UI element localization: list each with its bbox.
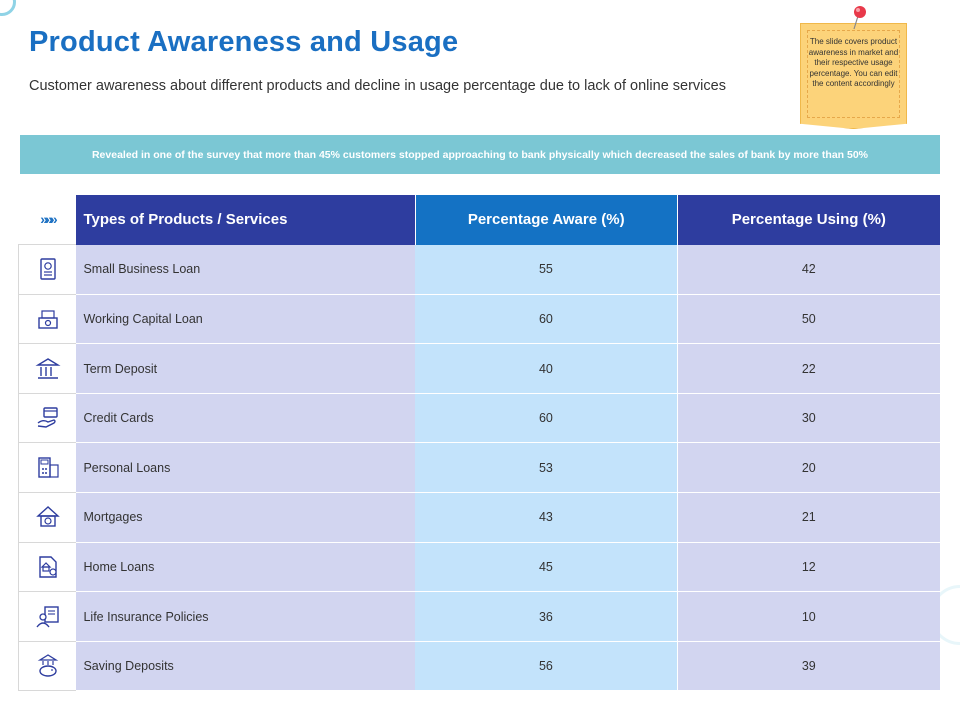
receipt-icon: [40, 258, 56, 281]
decorative-ring: [0, 0, 16, 16]
percentage-using-value: 20: [676, 442, 940, 494]
percentage-aware-value: 43: [415, 492, 678, 543]
percentage-aware-value: 55: [415, 244, 678, 295]
table-row: Home Loans 45 12: [18, 542, 940, 593]
row-icon-cell: [18, 442, 77, 494]
header-icon-cell: »»»: [18, 195, 77, 246]
percentage-aware-value: 60: [415, 294, 678, 345]
product-name: Mortgages: [76, 492, 416, 543]
hand-card-icon: [37, 407, 58, 428]
document-house-icon: [39, 556, 57, 578]
percentage-using-value: 42: [676, 244, 940, 295]
percentage-aware-value: 36: [415, 591, 678, 642]
sticky-note-border: [807, 30, 900, 118]
chevrons-right-icon: »»»: [40, 210, 57, 227]
header-products: Types of Products / Services: [76, 195, 416, 245]
house-coin-icon: [35, 506, 60, 528]
table-row: Credit Cards 60 30: [18, 393, 940, 444]
row-icon-cell: [18, 294, 77, 345]
percentage-aware-value: 56: [415, 641, 678, 692]
survey-banner-text: Revealed in one of the survey that more …: [91, 149, 869, 161]
sticky-note: The slide covers product awareness in ma…: [800, 23, 907, 129]
table-row: Life Insurance Policies 36 10: [18, 591, 940, 642]
percentage-using-value: 10: [676, 591, 940, 642]
table-row: Working Capital Loan 60 50: [18, 294, 940, 345]
table-row: Small Business Loan 55 42: [18, 244, 940, 295]
table-body: Small Business Loan 55 42 Working Capital L…: [18, 244, 940, 692]
sticky-note-text: The slide covers product awareness in ma…: [808, 37, 899, 88]
calculator-icon: [38, 457, 59, 478]
bank-icon: [35, 357, 61, 379]
table-row: Personal Loans 53 20: [18, 442, 940, 494]
percentage-using-value: 39: [676, 641, 940, 692]
row-icon-cell: [18, 591, 77, 642]
page-title: Product Awareness and Usage: [29, 26, 459, 58]
product-name: Credit Cards: [76, 393, 416, 444]
header-percentage-aware: Percentage Aware (%): [414, 195, 678, 245]
insurance-person-icon: [36, 605, 59, 627]
table-row: Saving Deposits 56 39: [18, 641, 940, 692]
money-stack-icon: [38, 310, 58, 329]
header-percentage-using: Percentage Using (%): [676, 195, 940, 245]
product-name: Saving Deposits: [76, 641, 416, 692]
push-pin-icon: [853, 6, 866, 30]
product-name: Term Deposit: [76, 343, 416, 394]
row-icon-cell: [18, 244, 77, 295]
table-header-row: »»» Types of Products / Services Percent…: [18, 195, 940, 246]
percentage-using-value: 12: [676, 542, 940, 593]
row-icon-cell: [18, 343, 77, 394]
percentage-using-value: 22: [676, 343, 940, 394]
row-icon-cell: [18, 641, 77, 692]
products-table: »»» Types of Products / Services Percent…: [18, 195, 940, 692]
table-row: Mortgages 43 21: [18, 492, 940, 543]
product-name: Life Insurance Policies: [76, 591, 416, 642]
row-icon-cell: [18, 393, 77, 444]
product-name: Home Loans: [76, 542, 416, 593]
percentage-using-value: 30: [676, 393, 940, 444]
percentage-using-value: 21: [676, 492, 940, 543]
page-subtitle: Customer awareness about different produ…: [29, 78, 726, 94]
percentage-aware-value: 53: [415, 442, 678, 494]
product-name: Small Business Loan: [76, 244, 416, 295]
product-name: Personal Loans: [76, 442, 416, 494]
survey-banner: Revealed in one of the survey that more …: [20, 135, 940, 174]
percentage-aware-value: 45: [415, 542, 678, 593]
percentage-aware-value: 40: [415, 343, 678, 394]
piggy-bank-icon: [37, 654, 59, 677]
percentage-using-value: 50: [676, 294, 940, 345]
table-row: Term Deposit 40 22: [18, 343, 940, 394]
product-name: Working Capital Loan: [76, 294, 416, 345]
row-icon-cell: [18, 542, 77, 593]
percentage-aware-value: 60: [415, 393, 678, 444]
row-icon-cell: [18, 492, 77, 543]
